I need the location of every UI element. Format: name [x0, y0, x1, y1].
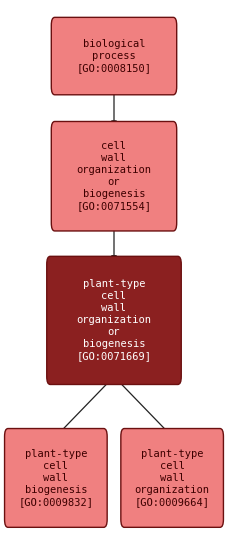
FancyBboxPatch shape — [5, 428, 107, 528]
Text: plant-type
cell
wall
organization
[GO:0009664]: plant-type cell wall organization [GO:00… — [134, 449, 209, 507]
Text: plant-type
cell
wall
biogenesis
[GO:0009832]: plant-type cell wall biogenesis [GO:0009… — [18, 449, 93, 507]
FancyBboxPatch shape — [51, 17, 176, 95]
FancyBboxPatch shape — [47, 256, 180, 384]
Text: cell
wall
organization
or
biogenesis
[GO:0071554]: cell wall organization or biogenesis [GO… — [76, 141, 151, 211]
FancyBboxPatch shape — [120, 428, 222, 528]
Text: biological
process
[GO:0008150]: biological process [GO:0008150] — [76, 39, 151, 73]
Text: plant-type
cell
wall
organization
or
biogenesis
[GO:0071669]: plant-type cell wall organization or bio… — [76, 279, 151, 362]
FancyBboxPatch shape — [51, 122, 176, 231]
